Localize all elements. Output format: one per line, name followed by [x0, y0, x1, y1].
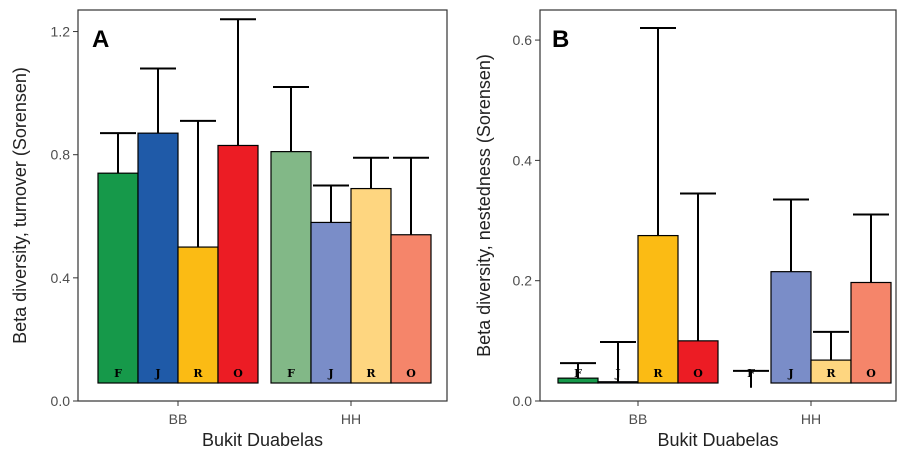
x-tick-label: BB	[169, 411, 188, 427]
bar-label: O	[866, 367, 876, 380]
bar	[97, 172, 139, 384]
bar-label: J	[154, 367, 160, 380]
bar	[677, 340, 719, 384]
panel-label: B	[552, 26, 569, 53]
panel-b: 0.0 0.2 0.4 0.6 F J R O BB F J R O HH B Bukit Duabelas B…	[474, 9, 897, 450]
y-axis-title: Beta diversity, turnover (Sorensen)	[10, 67, 30, 344]
bar-label: J	[614, 367, 620, 380]
bar	[850, 281, 892, 384]
bar-label: R	[653, 367, 663, 380]
bar	[350, 187, 392, 384]
bar	[177, 246, 219, 384]
bar	[557, 377, 599, 384]
bar	[137, 132, 179, 384]
y-tick-label: 0.0	[513, 393, 533, 409]
bar	[310, 221, 352, 384]
plot-border	[539, 9, 897, 402]
bar-label: J	[327, 367, 333, 380]
bar	[637, 234, 679, 384]
x-axis-title: Bukit Duabelas	[657, 430, 778, 450]
bar-label: F	[574, 367, 582, 380]
y-tick-label: 0.6	[513, 32, 533, 48]
bar	[390, 234, 432, 384]
plot-border	[77, 9, 448, 402]
y-tick-label: 0.8	[51, 147, 71, 163]
bar-label: R	[193, 367, 203, 380]
bar-label: O	[406, 367, 416, 380]
bar-label: F	[747, 367, 755, 380]
y-tick-label: 0.4	[51, 270, 71, 286]
x-tick-label: HH	[341, 411, 361, 427]
bar-label: R	[366, 367, 376, 380]
bar-label: O	[693, 367, 703, 380]
bar-label: J	[787, 367, 793, 380]
bar	[770, 271, 812, 384]
bar-label: O	[233, 367, 243, 380]
y-tick-label: 1.2	[51, 24, 71, 40]
bar	[597, 381, 639, 384]
x-tick-label: HH	[801, 411, 821, 427]
bar	[270, 151, 312, 384]
y-tick-label: 0.2	[513, 273, 533, 289]
x-tick-label: BB	[629, 411, 648, 427]
x-axis-title: Bukit Duabelas	[202, 430, 323, 450]
bar-label: R	[826, 367, 836, 380]
bar-label: F	[114, 367, 122, 380]
y-tick-label: 0.0	[51, 393, 71, 409]
panel-label: A	[92, 26, 109, 53]
bar-label: F	[287, 367, 295, 380]
panel-a: 0.0 0.4 0.8 1.2 F J R O BB F J R O HH A Bukit Duabelas B…	[10, 9, 448, 450]
y-axis-title: Beta diversity, nestedness (Sorensen)	[474, 54, 494, 357]
bar	[217, 144, 259, 384]
y-tick-label: 0.4	[513, 152, 533, 168]
